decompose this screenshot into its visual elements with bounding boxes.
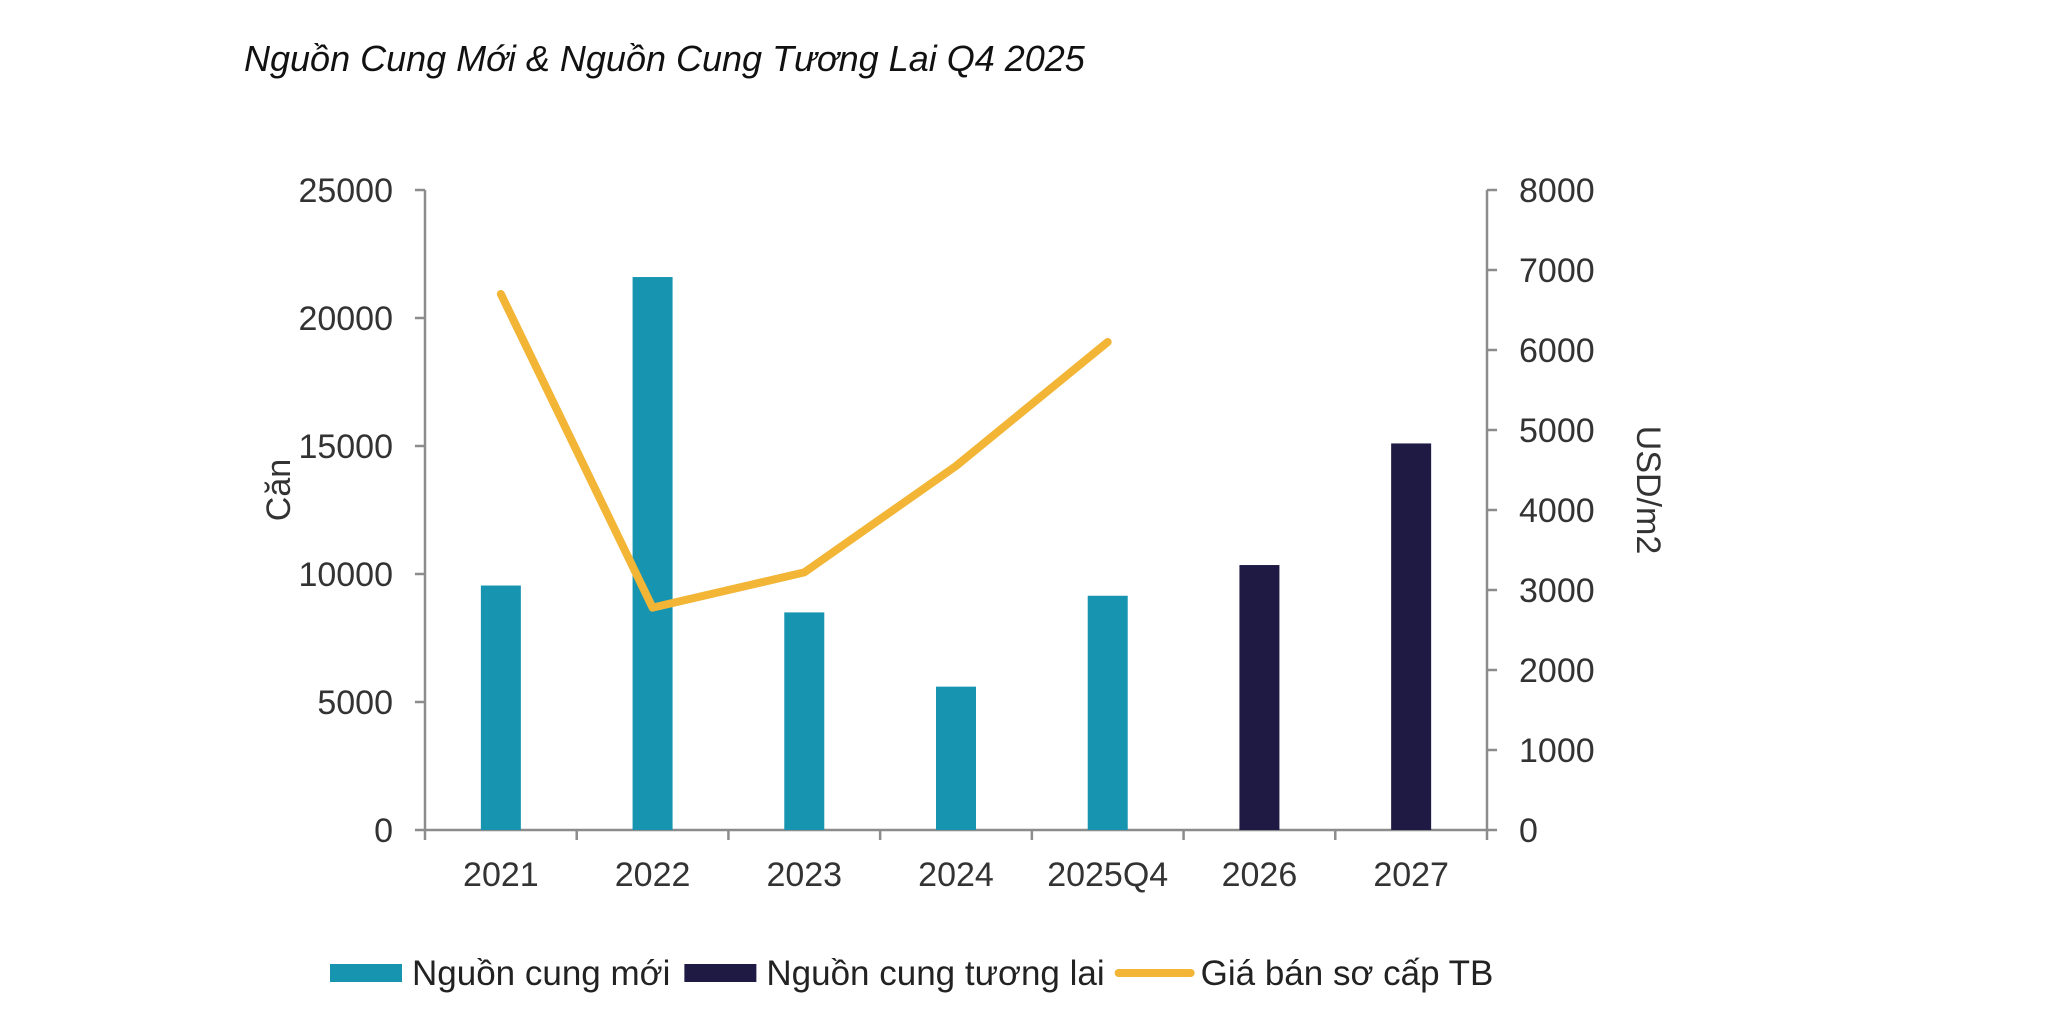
right-axis-tick-label: 5000 xyxy=(1519,412,1595,450)
legend: Nguồn cung mới Nguồn cung tương lai Giá bá… xyxy=(330,954,1493,993)
right-axis-tick-label: 3000 xyxy=(1519,572,1595,610)
legend-item: Nguồn cung mới xyxy=(330,954,670,993)
legend-label: Giá bán sơ cấp TB xyxy=(1201,954,1494,993)
left-axis-tick-label: 0 xyxy=(374,812,393,850)
x-axis-tick-label: 2026 xyxy=(1222,856,1298,894)
x-axis-tick-label: 2022 xyxy=(615,856,691,894)
bar-future-supply xyxy=(1391,443,1432,830)
avg-price-line xyxy=(496,290,1112,612)
price-line-layer xyxy=(496,290,1112,612)
left-axis-tick-label: 20000 xyxy=(298,300,393,338)
bar-new-supply xyxy=(936,686,976,830)
right-axis-tick-label: 6000 xyxy=(1519,332,1595,370)
chart-title: Nguồn Cung Mới & Nguồn Cung Tương Lai Q4… xyxy=(244,38,1085,79)
legend-swatch xyxy=(330,964,402,982)
bar-new-supply xyxy=(632,277,673,830)
right-axis-title: USD/m2 xyxy=(1629,426,1667,554)
right-axis-tick-label: 1000 xyxy=(1519,732,1595,770)
bar-new-supply xyxy=(1087,595,1128,830)
left-axis-tick-label: 25000 xyxy=(298,172,393,210)
left-axis-tick-label: 10000 xyxy=(298,556,393,594)
right-axis-tick-label: 7000 xyxy=(1519,252,1595,290)
legend-item: Giá bán sơ cấp TB xyxy=(1114,954,1494,993)
tick-labels: 0 5000 10000 15000 20000 25000 0 1000 2000 3000 40… xyxy=(260,172,1667,894)
legend-item: Nguồn cung tương lai xyxy=(684,954,1105,993)
x-axis-tick-label: 2027 xyxy=(1373,856,1449,894)
legend-label: Nguồn cung tương lai xyxy=(766,954,1104,993)
bar-new-supply xyxy=(480,585,521,830)
left-axis-title: Căn xyxy=(260,459,298,521)
right-axis-tick-label: 2000 xyxy=(1519,652,1595,690)
bars xyxy=(480,277,1432,830)
x-axis-tick-label: 2024 xyxy=(918,856,994,894)
right-axis-tick-label: 4000 xyxy=(1519,492,1595,530)
left-axis-tick-label: 5000 xyxy=(317,684,393,722)
x-axis-tick-label: 2021 xyxy=(463,856,539,894)
bar-future-supply xyxy=(1239,565,1280,830)
bar-new-supply xyxy=(784,612,825,830)
right-axis-tick-label: 8000 xyxy=(1519,172,1595,210)
legend-swatch xyxy=(684,964,757,982)
legend-label: Nguồn cung mới xyxy=(412,954,670,993)
x-axis-tick-label: 2023 xyxy=(766,856,842,894)
left-axis-tick-label: 15000 xyxy=(298,428,393,466)
right-axis-tick-label: 0 xyxy=(1519,812,1538,850)
x-axis-tick-label: 2025Q4 xyxy=(1047,856,1168,894)
